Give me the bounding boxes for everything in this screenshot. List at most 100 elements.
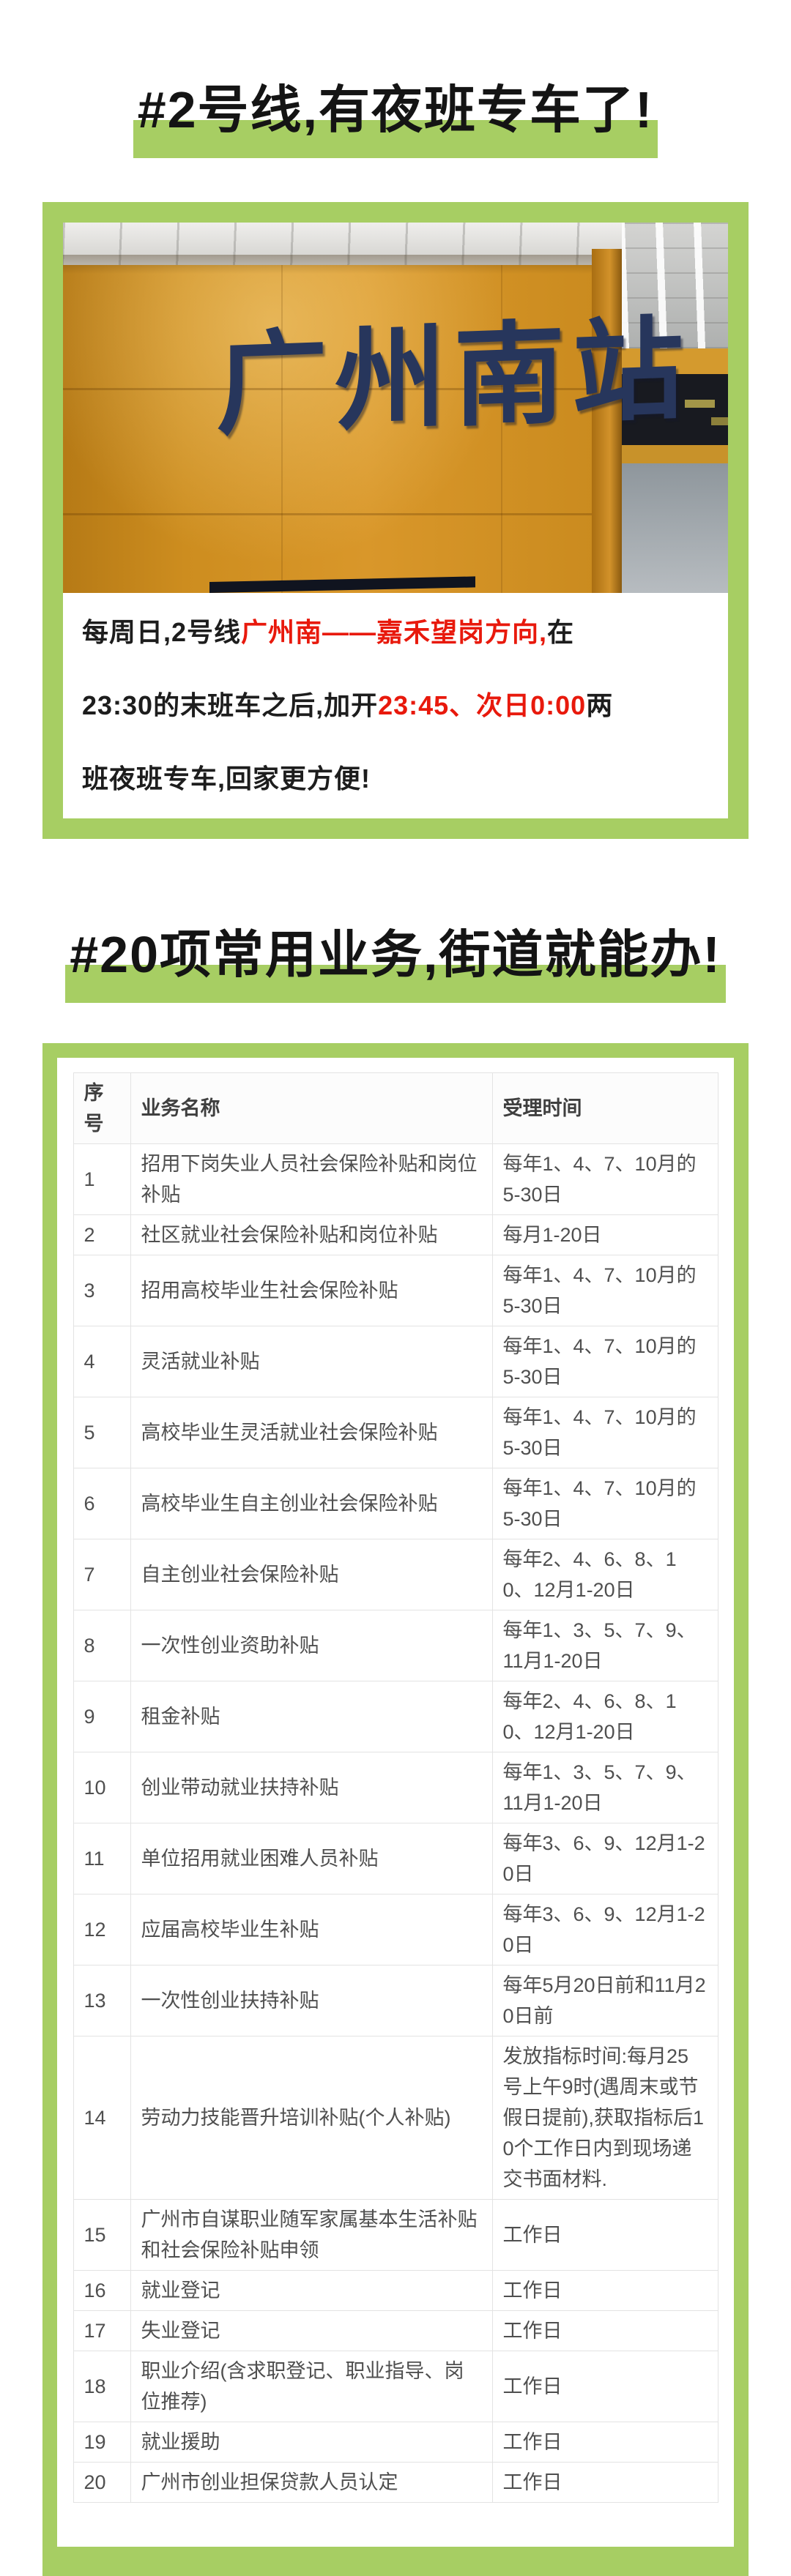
cell-accept-time: 每年5月20日前和11月20日前 <box>491 1965 718 2036</box>
metro-card: 广州南站 每周日,2号线广州南——嘉禾望岗方向,在 23:30的末班车之后,加开2… <box>42 202 749 839</box>
table-row: 11 单位招用就业困难人员补贴 每年3、6、9、12月1-20日 <box>73 1823 718 1894</box>
photo-bg-sign-glyphs <box>640 403 671 413</box>
headline-metro-text: #2号线,有夜班专车了! <box>137 81 654 138</box>
schedule-caption: 每周日,2号线广州南——嘉禾望岗方向,在 23:30的末班车之后,加开23:45、… <box>63 593 728 818</box>
cell-service-name: 高校毕业生灵活就业社会保险补贴 <box>130 1397 493 1468</box>
cell-accept-time: 每年2、4、6、8、10、12月1-20日 <box>491 1681 718 1752</box>
cell-accept-time: 每年2、4、6、8、10、12月1-20日 <box>491 1539 718 1610</box>
table-row: 19 就业援助 工作日 <box>73 2422 718 2463</box>
cell-index: 8 <box>73 1610 131 1681</box>
cell-accept-time: 每年3、6、9、12月1-20日 <box>491 1823 718 1894</box>
cell-service-name: 就业援助 <box>130 2422 493 2463</box>
photo-background-concourse <box>621 223 728 593</box>
table-row: 13 一次性创业扶持补贴 每年5月20日前和11月20日前 <box>73 1965 718 2036</box>
table-row: 6 高校毕业生自主创业社会保险补贴 每年1、4、7、10月的5-30日 <box>73 1468 718 1539</box>
services-card-inner: 序号 业务名称 受理时间 1 招用下岗失业人员社会保险补贴和岗位补贴 每年1、4、7… <box>57 1058 734 2547</box>
table-row: 14 劳动力技能晋升培训补贴(个人补贴) 发放指标时间:每月25号上午9时(遇周末或… <box>73 2036 718 2200</box>
headline-highlight-band <box>133 120 658 158</box>
cell-index: 5 <box>73 1397 131 1468</box>
table-row: 2 社区就业社会保险补贴和岗位补贴 每月1-20日 <box>73 1214 718 1255</box>
cell-accept-time: 每年1、3、5、7、9、11月1-20日 <box>491 1610 718 1681</box>
cell-service-name: 高校毕业生自主创业社会保险补贴 <box>130 1468 493 1539</box>
cell-index: 12 <box>73 1894 131 1965</box>
table-row: 16 就业登记 工作日 <box>73 2270 718 2311</box>
cell-service-name: 应届高校毕业生补贴 <box>130 1894 493 1965</box>
cell-index: 4 <box>73 1326 131 1397</box>
cell-index: 3 <box>73 1255 131 1326</box>
photo-bg-orange-strip <box>621 444 728 463</box>
cell-service-name: 劳动力技能晋升培训补贴(个人补贴) <box>130 2036 493 2200</box>
cell-index: 6 <box>73 1468 131 1539</box>
services-table: 序号 业务名称 受理时间 1 招用下岗失业人员社会保险补贴和岗位补贴 每年1、4、7… <box>73 1072 718 2503</box>
cell-accept-time: 每年3、6、9、12月1-20日 <box>491 1894 718 1965</box>
header-index: 序号 <box>73 1072 131 1144</box>
photo-wall-shadow <box>63 255 615 274</box>
cell-accept-time: 工作日 <box>491 2310 718 2351</box>
cell-index: 15 <box>73 2199 131 2271</box>
headline-services: #20项常用业务,街道就能办! <box>65 921 726 1003</box>
cell-service-name: 一次性创业资助补贴 <box>130 1610 493 1681</box>
schedule-segment: 每周日,2号线 <box>82 617 242 647</box>
cell-index: 16 <box>73 2270 131 2311</box>
photo-bg-floor <box>621 463 728 593</box>
photo-bg-ceiling <box>621 223 728 349</box>
cell-service-name: 广州市创业担保贷款人员认定 <box>130 2462 493 2503</box>
headline-metro: #2号线,有夜班专车了! <box>133 76 658 158</box>
cell-accept-time: 工作日 <box>491 2422 718 2463</box>
cell-service-name: 招用下岗失业人员社会保险补贴和岗位补贴 <box>130 1143 493 1215</box>
schedule-segment: 两 <box>586 690 614 720</box>
station-sign-calligraphy: 广州南站 <box>215 308 691 448</box>
cell-index: 17 <box>73 2310 131 2351</box>
table-row: 9 租金补贴 每年2、4、6、8、10、12月1-20日 <box>73 1681 718 1752</box>
cell-index: 7 <box>73 1539 131 1610</box>
table-row: 5 高校毕业生灵活就业社会保险补贴 每年1、4、7、10月的5-30日 <box>73 1397 718 1468</box>
schedule-segment-red: 广州南——嘉禾望岗方向, <box>241 617 548 647</box>
table-row: 8 一次性创业资助补贴 每年1、3、5、7、9、11月1-20日 <box>73 1610 718 1681</box>
cell-accept-time: 每年1、4、7、10月的5-30日 <box>491 1468 718 1539</box>
cell-index: 10 <box>73 1752 131 1823</box>
section-services-headline: #20项常用业务,街道就能办! <box>0 921 791 1003</box>
schedule-segment: 在 <box>547 617 575 647</box>
header-accept-time: 受理时间 <box>491 1072 718 1144</box>
cell-service-name: 一次性创业扶持补贴 <box>130 1965 493 2036</box>
cell-service-name: 单位招用就业困难人员补贴 <box>130 1823 493 1894</box>
header-service-name: 业务名称 <box>130 1072 493 1144</box>
photo-bg-orange-band <box>621 348 728 375</box>
station-photo[interactable]: 广州南站 <box>63 223 728 593</box>
cell-accept-time: 工作日 <box>491 2199 718 2271</box>
table-row: 1 招用下岗失业人员社会保险补贴和岗位补贴 每年1、4、7、10月的5-30日 <box>73 1143 718 1215</box>
section-metro-headline: #2号线,有夜班专车了! <box>0 0 791 158</box>
photo-bg-signboard <box>621 374 728 445</box>
cell-accept-time: 每年1、3、5、7、9、11月1-20日 <box>491 1752 718 1823</box>
cell-service-name: 社区就业社会保险补贴和岗位补贴 <box>130 1214 493 1255</box>
cell-index: 1 <box>73 1143 131 1215</box>
schedule-segment-red: 23:45、次日0:00 <box>378 690 587 720</box>
headline-highlight-band <box>65 965 726 1003</box>
cell-accept-time: 工作日 <box>491 2270 718 2311</box>
table-row: 7 自主创业社会保险补贴 每年2、4、6、8、10、12月1-20日 <box>73 1539 718 1610</box>
cell-index: 20 <box>73 2462 131 2503</box>
cell-accept-time: 发放指标时间:每月25号上午9时(遇周末或节假日提前),获取指标后10个工作日内… <box>491 2036 718 2200</box>
cell-index: 13 <box>73 1965 131 2036</box>
table-row: 3 招用高校毕业生社会保险补贴 每年1、4、7、10月的5-30日 <box>73 1255 718 1326</box>
cell-index: 18 <box>73 2351 131 2422</box>
photo-orange-wall <box>63 265 615 593</box>
cell-index: 19 <box>73 2422 131 2463</box>
table-row: 12 应届高校毕业生补贴 每年3、6、9、12月1-20日 <box>73 1894 718 1965</box>
table-row: 17 失业登记 工作日 <box>73 2310 718 2351</box>
cell-service-name: 租金补贴 <box>130 1681 493 1752</box>
cell-service-name: 创业带动就业扶持补贴 <box>130 1752 493 1823</box>
cell-index: 11 <box>73 1823 131 1894</box>
schedule-segment: 23:30的末班车之后,加开 <box>82 690 379 720</box>
table-row: 18 职业介绍(含求职登记、职业指导、岗位推荐) 工作日 <box>73 2351 718 2422</box>
cell-service-name: 就业登记 <box>130 2270 493 2311</box>
cell-accept-time: 每年1、4、7、10月的5-30日 <box>491 1143 718 1215</box>
cell-accept-time: 工作日 <box>491 2351 718 2422</box>
schedule-segment: 班夜班专车,回家更方便! <box>82 764 371 794</box>
cell-service-name: 自主创业社会保险补贴 <box>130 1539 493 1610</box>
headline-services-text: #20项常用业务,街道就能办! <box>70 926 721 983</box>
cell-accept-time: 每年1、4、7、10月的5-30日 <box>491 1397 718 1468</box>
cell-service-name: 广州市自谋职业随军家属基本生活补贴和社会保险补贴申领 <box>130 2199 493 2271</box>
cell-accept-time: 每年1、4、7、10月的5-30日 <box>491 1255 718 1326</box>
